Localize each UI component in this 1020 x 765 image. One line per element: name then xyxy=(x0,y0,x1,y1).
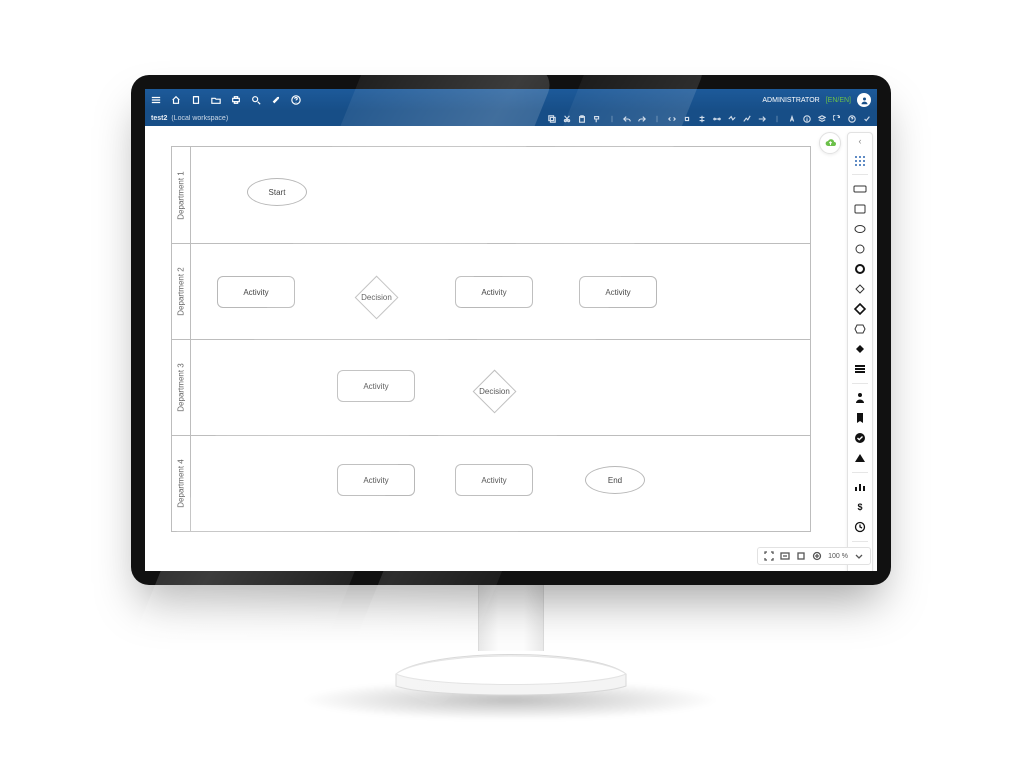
user-avatar[interactable] xyxy=(857,93,871,107)
monitor-stand-base xyxy=(388,640,634,700)
circle-icon[interactable] xyxy=(853,243,867,255)
document-tabbar: test2 (Local workspace) xyxy=(145,111,877,126)
paste-icon[interactable] xyxy=(578,115,586,123)
screen: ADMINISTRATOR [EN/EN] test2 (Local works… xyxy=(145,89,877,571)
zoom-dropdown-icon[interactable] xyxy=(854,551,864,561)
node-a4[interactable]: Activity xyxy=(337,370,415,402)
redo-icon[interactable] xyxy=(638,115,646,123)
palette-separator xyxy=(852,174,869,175)
print-icon[interactable] xyxy=(231,95,241,105)
lane-label: Department 2 xyxy=(177,267,186,315)
dollar-icon[interactable]: $ xyxy=(853,501,867,513)
node-end[interactable]: End xyxy=(585,466,645,494)
card-icon[interactable] xyxy=(853,343,867,355)
search-icon[interactable] xyxy=(251,95,261,105)
grid-icon[interactable] xyxy=(854,154,866,166)
info-icon[interactable] xyxy=(803,115,811,123)
layers-icon[interactable] xyxy=(818,115,826,123)
lane-label: Department 1 xyxy=(177,171,186,219)
ellipse-icon[interactable] xyxy=(853,223,867,235)
monitor-frame: ADMINISTRATOR [EN/EN] test2 (Local works… xyxy=(131,75,891,585)
copy-icon[interactable] xyxy=(548,115,556,123)
node-a5[interactable]: Activity xyxy=(337,464,415,496)
circle-bold-icon[interactable] xyxy=(853,263,867,275)
lane-header[interactable]: Department 4 xyxy=(171,436,191,532)
help-icon[interactable] xyxy=(291,95,301,105)
folder-icon[interactable] xyxy=(211,95,221,105)
node-a2[interactable]: Activity xyxy=(455,276,533,308)
zoom-bar: 100 % xyxy=(757,547,871,565)
lane-header[interactable]: Department 1 xyxy=(171,146,191,244)
rect-wide-icon[interactable] xyxy=(853,183,867,195)
editor-toolbar xyxy=(548,111,871,126)
node-label: Decision xyxy=(362,293,393,302)
cloud-sync-button[interactable] xyxy=(819,132,841,154)
language-indicator[interactable]: [EN/EN] xyxy=(826,97,851,104)
canvas-area[interactable]: ‹ $ xyxy=(145,126,877,571)
lane-header[interactable]: Department 3 xyxy=(171,340,191,436)
arrow-icon[interactable] xyxy=(758,115,766,123)
node-a1[interactable]: Activity xyxy=(217,276,295,308)
stack-icon[interactable] xyxy=(853,363,867,375)
node-a6[interactable]: Activity xyxy=(455,464,533,496)
clipboard-icon[interactable] xyxy=(191,95,201,105)
select-icon[interactable] xyxy=(683,115,691,123)
distribute-icon[interactable] xyxy=(698,115,706,123)
palette-separator xyxy=(852,472,869,473)
document-name[interactable]: test2 xyxy=(151,115,167,122)
palette-separator xyxy=(852,383,869,384)
pin-icon[interactable] xyxy=(853,570,867,571)
palette-collapse-icon[interactable]: ‹ xyxy=(859,137,862,146)
code-icon[interactable] xyxy=(668,115,676,123)
text-style-icon[interactable] xyxy=(788,115,796,123)
fit-screen-icon[interactable] xyxy=(764,551,774,561)
bookmark-icon[interactable] xyxy=(853,412,867,424)
app-topbar: ADMINISTRATOR [EN/EN] xyxy=(145,89,877,111)
actual-size-icon[interactable] xyxy=(796,551,806,561)
format-painter-icon[interactable] xyxy=(593,115,601,123)
zoom-reset-icon[interactable] xyxy=(812,551,822,561)
connector-icon[interactable] xyxy=(713,115,721,123)
lane-label: Department 4 xyxy=(177,459,186,507)
help-small-icon[interactable] xyxy=(848,115,856,123)
node-start[interactable]: Start xyxy=(247,178,307,206)
svg-text:$: $ xyxy=(857,502,862,512)
wrench-icon[interactable] xyxy=(271,95,281,105)
zoom-value: 100 % xyxy=(828,553,848,560)
lane-header[interactable]: Department 2 xyxy=(171,244,191,340)
refresh-icon[interactable] xyxy=(833,115,841,123)
person-icon[interactable] xyxy=(853,392,867,404)
diamond-bold-icon[interactable] xyxy=(853,303,867,315)
lane-label: Department 3 xyxy=(177,363,186,411)
user-label: ADMINISTRATOR xyxy=(762,97,819,104)
home-icon[interactable] xyxy=(171,95,181,105)
sep xyxy=(608,115,616,123)
cut-icon[interactable] xyxy=(563,115,571,123)
rect-icon[interactable] xyxy=(853,203,867,215)
palette-separator xyxy=(852,541,869,542)
bars-icon[interactable] xyxy=(853,481,867,493)
check-circle-icon[interactable] xyxy=(853,432,867,444)
shape-palette: ‹ $ xyxy=(847,132,873,571)
sep xyxy=(773,115,781,123)
node-a3[interactable]: Activity xyxy=(579,276,657,308)
triangle-icon[interactable] xyxy=(853,452,867,464)
check-icon[interactable] xyxy=(863,115,871,123)
line-style-icon[interactable] xyxy=(728,115,736,123)
trend-icon[interactable] xyxy=(743,115,751,123)
sep xyxy=(653,115,661,123)
undo-icon[interactable] xyxy=(623,115,631,123)
workspace-label: (Local workspace) xyxy=(171,115,228,122)
fit-width-icon[interactable] xyxy=(780,551,790,561)
hexagon-icon[interactable] xyxy=(853,323,867,335)
menu-icon[interactable] xyxy=(151,95,161,105)
diamond-small-icon[interactable] xyxy=(853,283,867,295)
node-label: Decision xyxy=(480,387,511,396)
clock-icon[interactable] xyxy=(853,521,867,533)
swimlane-diagram[interactable]: Department 1 Department 2 Department 3 Depa… xyxy=(171,146,811,536)
